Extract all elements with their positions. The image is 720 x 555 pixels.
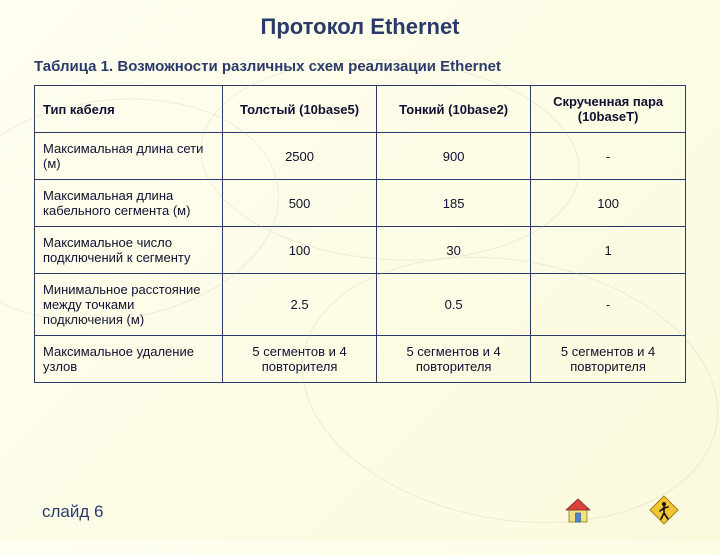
cell-value: 900 bbox=[377, 133, 531, 180]
table-row: Максимальная длина сети (м) 2500 900 - bbox=[35, 133, 686, 180]
pedestrian-sign-icon[interactable] bbox=[648, 494, 680, 526]
header-thick: Толстый (10base5) bbox=[223, 86, 377, 133]
table-row: Минимальное расстояние между точками под… bbox=[35, 274, 686, 336]
table-row: Максимальное число подключений к сегмент… bbox=[35, 227, 686, 274]
cell-value: 5 сегментов и 4 повторителя bbox=[223, 336, 377, 383]
row-label: Максимальная длина сети (м) bbox=[35, 133, 223, 180]
cell-value: 185 bbox=[377, 180, 531, 227]
cell-value: 30 bbox=[377, 227, 531, 274]
cell-value: 2500 bbox=[223, 133, 377, 180]
cell-value: 5 сегментов и 4 повторителя bbox=[531, 336, 686, 383]
row-label: Максимальная длина кабельного сегмента (… bbox=[35, 180, 223, 227]
nav-icons bbox=[562, 494, 680, 526]
header-thin: Тонкий (10base2) bbox=[377, 86, 531, 133]
cell-value: - bbox=[531, 274, 686, 336]
header-twisted: Скрученная пара (10baseT) bbox=[531, 86, 686, 133]
cell-value: 100 bbox=[531, 180, 686, 227]
cell-value: - bbox=[531, 133, 686, 180]
row-label: Максимальное удаление узлов bbox=[35, 336, 223, 383]
cell-value: 5 сегментов и 4 повторителя bbox=[377, 336, 531, 383]
table-row: Максимальная длина кабельного сегмента (… bbox=[35, 180, 686, 227]
table-row: Максимальное удаление узлов 5 сегментов … bbox=[35, 336, 686, 383]
table-header-row: Тип кабеля Толстый (10base5) Тонкий (10b… bbox=[35, 86, 686, 133]
cell-value: 500 bbox=[223, 180, 377, 227]
cell-value: 0.5 bbox=[377, 274, 531, 336]
cell-value: 1 bbox=[531, 227, 686, 274]
cell-value: 100 bbox=[223, 227, 377, 274]
cell-value: 2.5 bbox=[223, 274, 377, 336]
row-label: Максимальное число подключений к сегмент… bbox=[35, 227, 223, 274]
table-caption: Таблица 1. Возможности различных схем ре… bbox=[0, 40, 720, 85]
header-cable-type: Тип кабеля bbox=[35, 86, 223, 133]
ethernet-capabilities-table: Тип кабеля Толстый (10base5) Тонкий (10b… bbox=[34, 85, 686, 383]
row-label: Минимальное расстояние между точками под… bbox=[35, 274, 223, 336]
slide-number: слайд 6 bbox=[42, 502, 103, 522]
page-title: Протокол Ethernet bbox=[0, 0, 720, 40]
home-icon[interactable] bbox=[562, 494, 594, 526]
